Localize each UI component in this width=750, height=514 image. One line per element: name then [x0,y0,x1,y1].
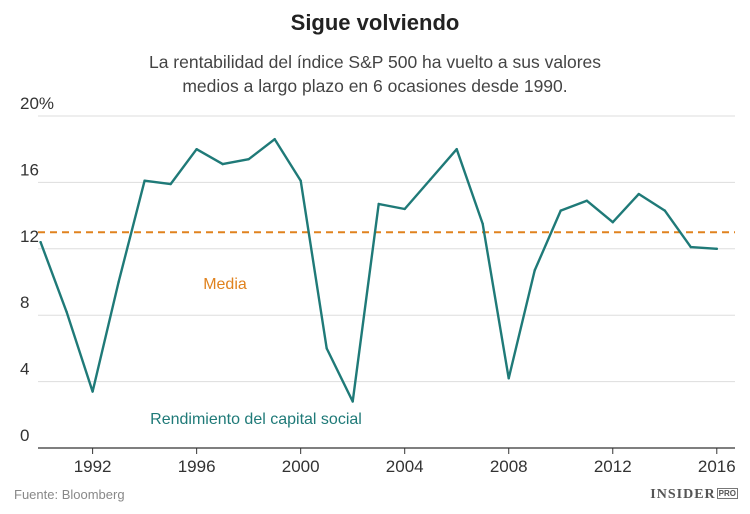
x-axis-ticks: 1992 1996 2000 2004 2008 2012 2016 [74,448,736,476]
annotation-labels: Media Rendimiento del capital social [150,276,362,428]
data-point [91,390,94,393]
data-point [507,377,510,380]
subtitle-line-2: medios a largo plazo en 6 ocasiones desd… [182,76,568,96]
y-tick-label: 8 [20,293,29,312]
data-point [559,209,562,212]
x-tick-label: 2012 [594,457,632,476]
data-point [169,182,172,186]
chart-title: Sigue volviendo [290,10,460,35]
data-point [143,179,146,182]
data-point [273,138,276,141]
chart-subtitle: La rentabilidad del índice S&P 500 ha vu… [110,50,640,98]
y-tick-label: 4 [20,360,29,379]
data-point [403,207,406,211]
source-note: Fuente: Bloomberg [14,487,125,502]
data-point [65,310,68,314]
x-tick-label: 2004 [386,457,424,476]
brand-logo: INSIDER PRO [650,487,738,503]
gridlines [38,115,735,449]
y-tick-label: 20% [20,94,54,113]
brand-tag: PRO [716,488,738,499]
y-tick-label: 12 [20,227,39,246]
subtitle-line-1: La rentabilidad del índice S&P 500 ha vu… [148,52,602,72]
chart-marks [38,137,735,403]
data-point [689,245,692,249]
data-point [117,280,120,284]
data-point [611,221,614,224]
x-tick-label: 2000 [282,457,320,476]
data-point [351,400,354,403]
data-point [481,222,484,226]
data-point [377,202,380,206]
data-point [195,148,198,151]
data-point [663,209,666,212]
x-tick-label: 2016 [698,457,736,476]
data-point [299,179,302,182]
x-tick-label: 1996 [178,457,216,476]
x-tick-label: 1992 [74,457,112,476]
data-point [585,199,588,202]
y-axis-ticks: 0 4 8 12 16 20% [20,94,54,445]
brand-name: INSIDER [650,487,716,502]
data-point [247,157,250,161]
data-point [533,269,536,272]
mean-label: Media [203,276,247,293]
x-tick-label: 2008 [490,457,528,476]
series-label: Rendimiento del capital social [150,411,362,428]
data-point [325,347,328,350]
data-point [39,240,42,244]
y-tick-label: 0 [20,426,29,445]
series-line [39,137,718,403]
data-point [637,192,640,196]
data-point [455,148,458,151]
data-point [221,162,224,166]
y-tick-label: 16 [20,160,39,179]
data-point [715,247,718,250]
data-point [429,177,432,181]
